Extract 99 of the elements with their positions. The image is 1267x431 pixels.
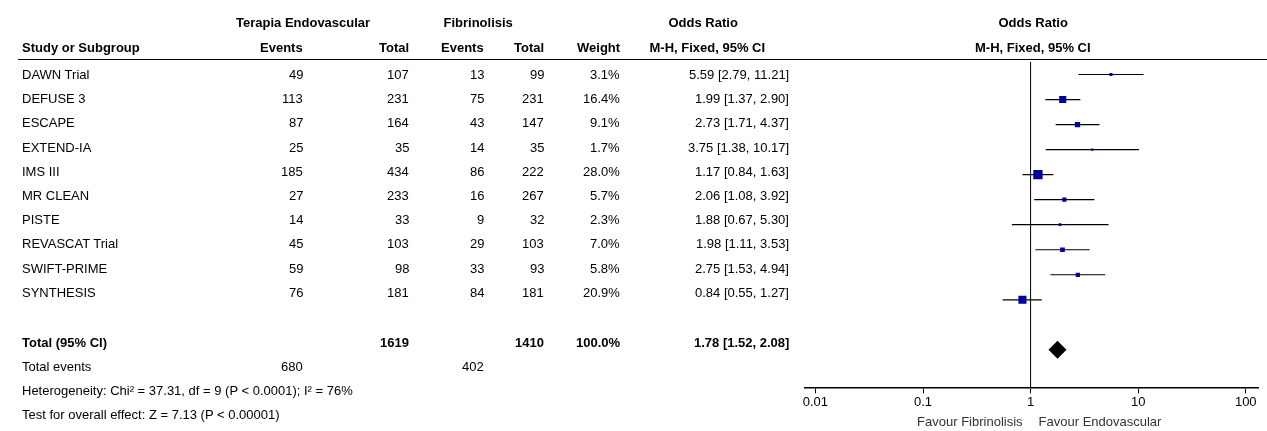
data-label: 103 bbox=[387, 236, 409, 253]
text: Odds Ratio bbox=[668, 15, 738, 31]
category-label: SWIFT-PRIME bbox=[22, 260, 108, 277]
data-label: 181 bbox=[522, 284, 544, 301]
data-label: 164 bbox=[387, 115, 409, 132]
data-label: 33 bbox=[470, 260, 485, 277]
chart-subtitle: M-H, Fixed, 95% CI bbox=[975, 40, 1091, 56]
data-label: 3.1% bbox=[590, 67, 620, 83]
category-label: Total events bbox=[22, 359, 92, 376]
data-label: 75 bbox=[470, 91, 485, 108]
data-label: 2.06 [1.08, 3.92] bbox=[695, 188, 789, 204]
text: M-H, Fixed, 95% CI bbox=[649, 40, 766, 56]
data-label: 222 bbox=[522, 163, 544, 180]
data-label: 45 bbox=[289, 236, 304, 253]
data-label: 35 bbox=[395, 139, 410, 156]
data-label: 35 bbox=[530, 139, 545, 156]
text: Events bbox=[441, 40, 484, 56]
data-label: 1.7% bbox=[590, 139, 620, 156]
data-label: 147 bbox=[522, 115, 544, 132]
chart-title: Odds Ratio bbox=[998, 15, 1068, 31]
data-label: 5.59 [2.79, 11.21] bbox=[689, 67, 790, 83]
data-label: 76 bbox=[289, 284, 304, 301]
data-label: 93 bbox=[530, 260, 545, 277]
data-label: 231 bbox=[387, 91, 409, 108]
data-label: 1.78 [1.52, 2.08] bbox=[694, 335, 790, 352]
x-tick-label: 10 bbox=[1130, 393, 1146, 409]
x-tick-label: 0.01 bbox=[802, 393, 829, 409]
data-label: 14 bbox=[289, 212, 304, 229]
data-label: 29 bbox=[470, 236, 485, 253]
data-label: 16 bbox=[470, 188, 485, 204]
data-label: 32 bbox=[530, 212, 545, 229]
category-label: MR CLEAN bbox=[22, 188, 90, 204]
text: Favour Fibrinolisis bbox=[917, 413, 1024, 429]
data-label: 13 bbox=[470, 67, 485, 83]
data-label: 1.88 [0.67, 5.30] bbox=[695, 212, 789, 229]
data-label: 33 bbox=[395, 212, 410, 229]
data-label: 680 bbox=[281, 359, 303, 376]
data-label: 98 bbox=[395, 260, 410, 277]
category-label: DAWN Trial bbox=[22, 67, 90, 83]
data-label: 434 bbox=[387, 163, 409, 180]
category-label: SYNTHESIS bbox=[22, 284, 96, 301]
x-tick-label: 100 bbox=[1234, 393, 1257, 409]
text: Total bbox=[379, 40, 410, 56]
data-label: 14 bbox=[470, 139, 485, 156]
data-label: 59 bbox=[289, 260, 304, 277]
data-label: 5.8% bbox=[590, 260, 620, 277]
category-label: EXTEND-IA bbox=[22, 139, 92, 156]
category-label: REVASCAT Trial bbox=[22, 236, 119, 253]
data-label: 49 bbox=[289, 67, 304, 83]
data-label: 1619 bbox=[380, 335, 409, 352]
data-label: 113 bbox=[282, 91, 303, 108]
data-label: 181 bbox=[387, 284, 409, 301]
data-label: 103 bbox=[522, 236, 544, 253]
category-label: Total (95% CI) bbox=[22, 335, 107, 352]
data-label: 5.7% bbox=[590, 188, 620, 204]
data-label: 267 bbox=[522, 188, 544, 204]
data-label: 27 bbox=[289, 188, 304, 204]
x-tick-label: 0.1 bbox=[913, 393, 933, 409]
category-label: PISTE bbox=[22, 212, 60, 229]
text: Total bbox=[514, 40, 545, 56]
category-label: DEFUSE 3 bbox=[22, 91, 86, 108]
data-label: 7.0% bbox=[590, 236, 620, 253]
data-label: 9 bbox=[477, 212, 485, 229]
data-label: 2.73 [1.71, 4.37] bbox=[695, 115, 789, 132]
data-label: 107 bbox=[387, 67, 409, 83]
data-label: 1.17 [0.84, 1.63] bbox=[695, 163, 789, 180]
data-label: 99 bbox=[530, 67, 545, 83]
x-tick-label: 1 bbox=[1026, 393, 1035, 409]
data-label: 16.4% bbox=[583, 91, 620, 108]
data-label: 3.75 [1.38, 10.17] bbox=[688, 139, 790, 156]
text: Favour Endovascular bbox=[1038, 413, 1163, 429]
text: Study or Subgroup bbox=[22, 40, 140, 56]
data-label: 100.0% bbox=[576, 335, 621, 352]
data-label: 20.9% bbox=[583, 284, 620, 301]
data-label: 2.3% bbox=[590, 212, 620, 229]
data-label: 84 bbox=[470, 284, 485, 301]
text: Test for overall effect: Z = 7.13 (P < 0.00001) bbox=[22, 406, 280, 423]
data-label: 1410 bbox=[515, 335, 544, 352]
data-label: 185 bbox=[281, 163, 303, 180]
category-label: IMS III bbox=[22, 163, 60, 180]
data-label: 2.75 [1.53, 4.94] bbox=[695, 260, 789, 277]
text: Weight bbox=[577, 40, 621, 56]
data-label: 402 bbox=[462, 359, 484, 376]
data-label: 9.1% bbox=[590, 115, 620, 132]
text: Fibrinolisis bbox=[443, 15, 513, 31]
data-label: 28.0% bbox=[583, 163, 620, 180]
text: Terapia Endovascular bbox=[236, 15, 371, 31]
data-label: 25 bbox=[289, 139, 304, 156]
data-label: 231 bbox=[522, 91, 544, 108]
data-label: 233 bbox=[387, 188, 409, 204]
data-label: 86 bbox=[470, 163, 485, 180]
text: Events bbox=[260, 40, 303, 56]
data-label: 43 bbox=[470, 115, 485, 132]
data-label: 87 bbox=[289, 115, 304, 132]
text: Heterogeneity: Chi² = 37.31, df = 9 (P < 0.0001); I² = 76% bbox=[22, 382, 353, 399]
category-label: ESCAPE bbox=[22, 115, 75, 132]
data-label: 0.84 [0.55, 1.27] bbox=[695, 284, 789, 301]
data-label: 1.98 [1.11, 3.53] bbox=[696, 236, 789, 253]
data-label: 1.99 [1.37, 2.90] bbox=[695, 91, 789, 108]
